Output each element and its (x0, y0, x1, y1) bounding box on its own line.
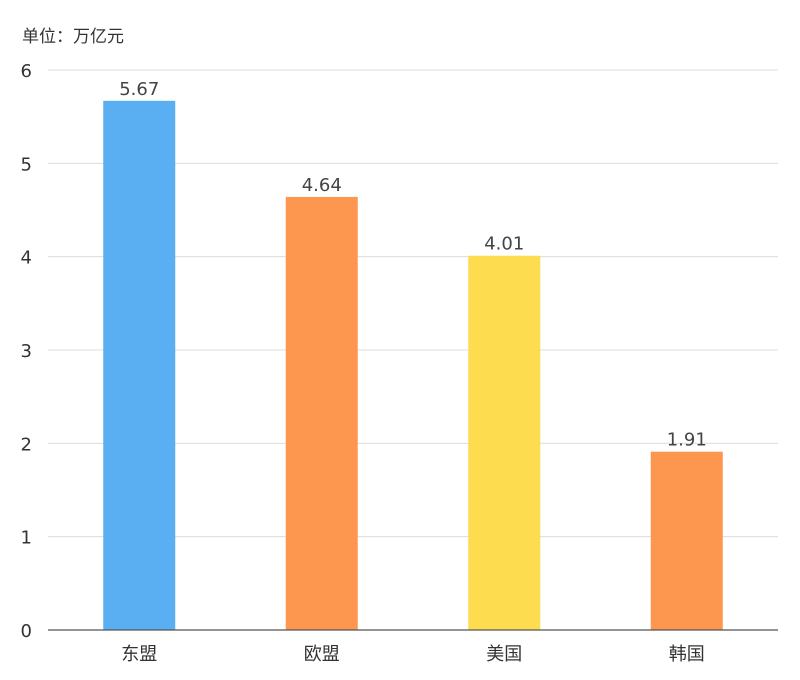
x-tick-label: 东盟 (121, 644, 157, 665)
bars (103, 100, 723, 631)
data-label: 4.01 (484, 234, 524, 255)
bar (468, 255, 541, 630)
data-label: 4.64 (302, 175, 342, 196)
x-tick-label: 韩国 (669, 644, 705, 665)
y-tick-label: 4 (21, 248, 32, 269)
data-label: 5.67 (119, 79, 159, 100)
data-label: 1.91 (667, 430, 707, 451)
x-tick-label: 欧盟 (304, 644, 340, 665)
unit-label: 单位：万亿元 (22, 27, 124, 47)
y-tick-label: 1 (21, 528, 32, 549)
bar (285, 196, 358, 630)
y-tick-label: 2 (21, 434, 32, 455)
bar (103, 100, 176, 631)
x-tick-label: 美国 (486, 644, 522, 665)
x-axis-ticks: 东盟 欧盟 美国 韩国 (121, 644, 705, 665)
y-tick-label: 5 (21, 154, 32, 175)
data-labels: 5.67 4.64 4.01 1.91 (119, 79, 707, 451)
bar (650, 451, 723, 630)
y-axis-ticks: 0 1 2 3 4 5 6 (21, 61, 32, 642)
y-tick-label: 6 (21, 61, 32, 82)
y-tick-label: 3 (21, 341, 32, 362)
y-tick-label: 0 (21, 621, 32, 642)
